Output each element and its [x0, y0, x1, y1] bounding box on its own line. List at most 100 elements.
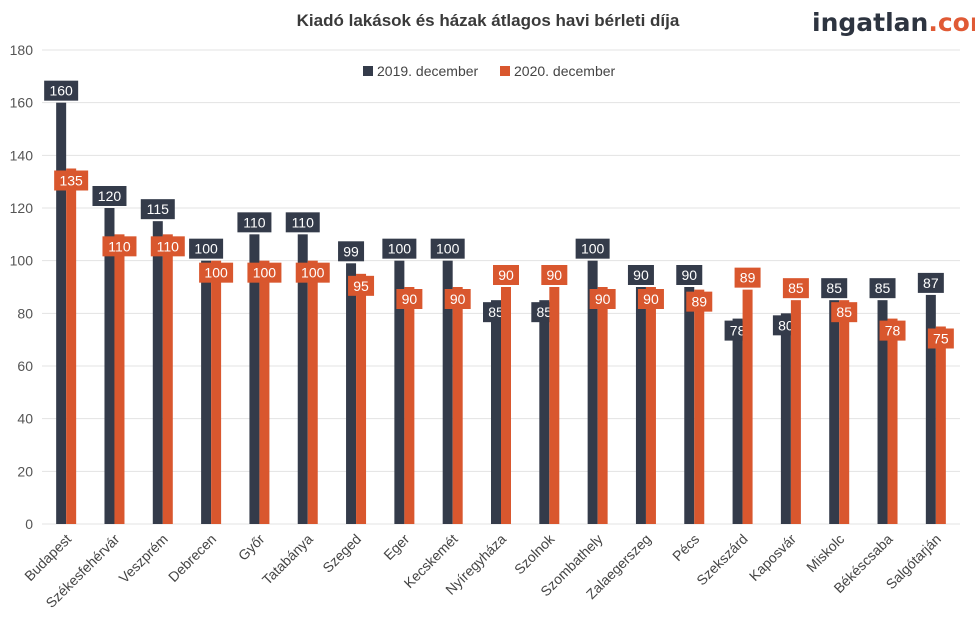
value-label-box	[189, 238, 224, 259]
value-label-box	[879, 320, 906, 341]
value-label: 100	[301, 265, 325, 281]
bar-2019	[394, 260, 405, 524]
y-tick-label: 180	[10, 42, 34, 58]
chart-title: Kiadó lakások és házak átlagos havi bérl…	[297, 11, 680, 30]
bar-2020	[501, 287, 511, 524]
value-label: 85	[875, 280, 891, 296]
category-label: Szekszárd	[693, 531, 751, 589]
value-label-box	[140, 199, 175, 220]
value-label: 85	[788, 280, 804, 296]
value-label: 90	[595, 291, 611, 307]
value-label: 89	[691, 294, 707, 310]
value-label: 135	[59, 173, 83, 189]
bar-2019	[201, 260, 212, 524]
bar-2019	[56, 102, 67, 525]
bar-2019	[491, 300, 501, 524]
category-label: Eger	[380, 531, 412, 563]
bar-2020	[549, 287, 560, 524]
legend-swatch-2020	[500, 66, 510, 76]
bar-2019	[442, 260, 453, 524]
bar-2020	[597, 287, 608, 524]
legend-label-2019: 2019. december	[377, 63, 479, 79]
category-label: Győr	[235, 531, 268, 564]
value-label-box	[831, 302, 858, 323]
value-label: 90	[547, 267, 563, 283]
bar-2019	[587, 260, 598, 524]
value-label: 80	[778, 317, 794, 333]
value-label-box	[199, 262, 234, 283]
value-label: 100	[581, 241, 605, 257]
bar-2020	[935, 326, 946, 524]
y-tick-label: 100	[10, 253, 34, 269]
bar-2020	[307, 260, 318, 524]
value-label-box	[237, 212, 272, 233]
bar-2019	[684, 287, 695, 524]
legend-swatch-2019	[363, 66, 373, 76]
bar-2020	[259, 260, 270, 524]
value-label: 78	[730, 323, 746, 339]
y-axis: 0 20 40 60 80 100 120 140 160 180	[10, 42, 34, 532]
value-label: 90	[643, 291, 659, 307]
value-label-box	[821, 278, 848, 299]
value-label: 90	[633, 267, 649, 283]
value-label-box	[348, 275, 375, 296]
bar-2019	[104, 208, 115, 524]
bar-2020	[790, 300, 801, 524]
y-tick-label: 0	[25, 516, 33, 532]
value-label: 100	[388, 241, 412, 257]
bar-2019	[539, 300, 550, 524]
category-label: Tatabánya	[259, 531, 316, 588]
value-label: 100	[194, 241, 218, 257]
value-label-box	[869, 278, 896, 299]
y-tick-label: 60	[17, 358, 33, 374]
legend: 2019. december 2020. december	[363, 63, 616, 79]
y-tick-label: 140	[10, 147, 34, 163]
value-label-box	[396, 289, 423, 309]
value-label: 89	[740, 270, 756, 286]
value-label: 99	[343, 243, 359, 259]
y-tick-label: 80	[17, 305, 33, 321]
bar-2019	[635, 287, 646, 524]
bar-2020	[839, 300, 850, 524]
value-label: 85	[826, 280, 842, 296]
value-label: 120	[98, 188, 122, 204]
value-label-box	[430, 238, 465, 259]
bar-2020	[694, 289, 705, 524]
value-label-box	[541, 265, 568, 285]
value-label: 75	[933, 331, 949, 347]
value-label-box	[295, 262, 330, 283]
value-label: 90	[498, 267, 514, 283]
bar-2019	[925, 294, 936, 524]
value-label-box	[782, 278, 809, 299]
value-label-box	[247, 262, 282, 283]
bars: 160 135 120 110 115 110 100 100 110 100 110 100 99 95…	[44, 80, 954, 525]
brand-logo-name: ingatlan	[812, 8, 928, 37]
category-label: Pécs	[669, 531, 702, 564]
bar-2020	[66, 168, 77, 524]
bar-2019	[152, 221, 163, 524]
value-label-box	[444, 289, 471, 309]
value-label-box	[493, 265, 519, 285]
category-label: Veszprém	[116, 531, 171, 586]
bar-2020	[645, 287, 656, 524]
bar-2020	[356, 273, 367, 524]
value-label: 78	[885, 323, 901, 339]
category-label: Miskolc	[803, 531, 847, 575]
value-label: 100	[436, 241, 460, 257]
value-label: 85	[836, 304, 852, 320]
value-label: 85	[488, 304, 504, 320]
value-label-box	[589, 289, 616, 309]
bar-2019	[297, 234, 308, 525]
value-label-box	[44, 80, 79, 101]
value-label-box	[382, 238, 417, 259]
value-label: 110	[157, 238, 180, 254]
value-label-box	[150, 236, 185, 257]
value-label-box	[676, 265, 703, 285]
value-label: 115	[147, 201, 170, 217]
bar-2020	[162, 234, 173, 525]
category-label: Szeged	[319, 531, 364, 576]
brand-logo-suffix: .com	[928, 8, 975, 37]
category-label: Debrecen	[165, 531, 219, 585]
